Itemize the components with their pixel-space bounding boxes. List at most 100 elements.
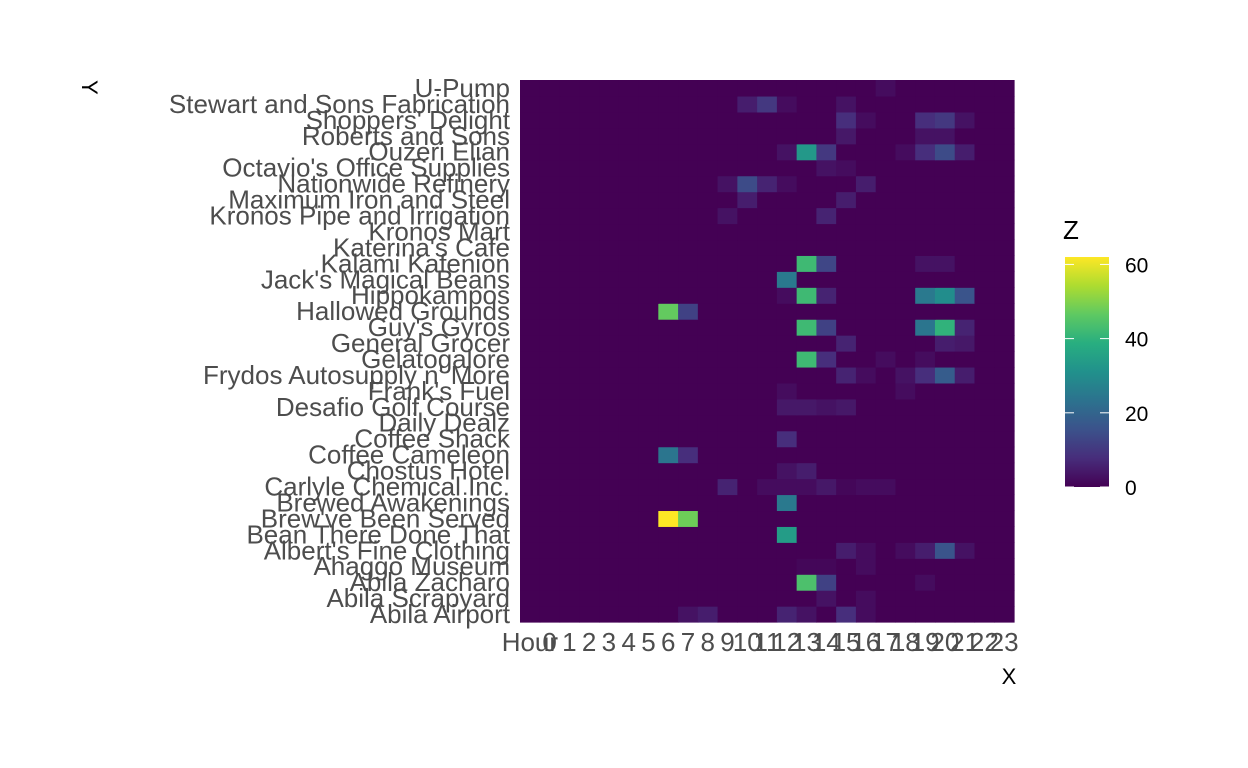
heatmap-cell-frank-s-fuel-2 <box>579 382 600 400</box>
heatmap-cell-general-grocer-11 <box>757 335 778 352</box>
heatmap-cell-ahaggo-museum-10 <box>737 558 758 575</box>
heatmap-cell-u-pump-19 <box>915 80 936 97</box>
x-axis-title: X <box>1002 664 1017 689</box>
heatmap-cell-brewed-awakenings-10 <box>737 494 758 512</box>
x-tick-label-3: 3 <box>602 627 616 657</box>
heatmap-cell-gelatogalore-11 <box>757 351 778 368</box>
heatmap-cell-gelatogalore-8 <box>697 351 719 368</box>
heatmap-cell-daily-dealz-15 <box>836 414 857 432</box>
heatmap-cell-ahaggo-museum-22 <box>974 558 995 575</box>
heatmap-cell-kronos-mart-11 <box>757 223 778 241</box>
heatmap-cell-coffee-cameleon-1 <box>559 446 580 464</box>
heatmap-cell-hallowed-grounds-3 <box>599 303 620 320</box>
y-tick-label-carlyle-chemical-inc: Carlyle Chemical Inc. <box>264 472 510 502</box>
heatmap-cell-carlyle-chemical-inc-2 <box>579 478 600 496</box>
heatmap-cell-katerina-s-cafe-22 <box>974 239 995 256</box>
heatmap-cell-chostus-hotel-8 <box>697 462 719 480</box>
heatmap-cell-brew-ve-been-served-12 <box>776 510 798 527</box>
heatmap-cell-ahaggo-museum-7 <box>678 558 699 575</box>
heatmap-cell-kalami-kafenion-9 <box>717 255 738 272</box>
heatmap-cell-octavio-s-office-supplies-19 <box>915 159 936 177</box>
heatmap-cell-albert-s-fine-clothing-17 <box>875 542 897 559</box>
heatmap-cell-daily-dealz-17 <box>875 414 897 432</box>
heatmap-cell-brewed-awakenings-19 <box>915 494 936 512</box>
heatmap-cell-kalami-kafenion-17 <box>875 255 897 272</box>
heatmap-cell-ouzeri-elian-4 <box>618 143 640 161</box>
heatmap-cell-coffee-shack-7 <box>678 430 699 448</box>
heatmap-cell-abila-scrapyard-12 <box>776 590 798 607</box>
heatmap-cell-katerina-s-cafe-7 <box>678 239 699 256</box>
heatmap-cell-kronos-pipe-and-irrigation-10 <box>737 207 758 225</box>
heatmap-cell-ouzeri-elian-7 <box>678 143 699 161</box>
heatmap-cell-kalami-kafenion-7 <box>678 255 699 272</box>
heatmap-cell-carlyle-chemical-inc-1 <box>559 478 580 496</box>
heatmap-cell-maximum-iron-and-steel-6 <box>658 191 679 209</box>
heatmap-cell-abila-airport-10 <box>737 606 758 623</box>
heatmap-cell-kronos-pipe-and-irrigation-hour <box>520 207 541 225</box>
heatmap-cell-katerina-s-cafe-23 <box>994 239 1015 256</box>
heatmap-cell-chostus-hotel-17 <box>875 462 897 480</box>
heatmap-cell-katerina-s-cafe-11 <box>757 239 778 256</box>
heatmap-cell-desafio-golf-course-17 <box>875 398 897 416</box>
heatmap-cell-hippokampos-22 <box>974 287 995 304</box>
heatmap-cell-daily-dealz-4 <box>618 414 640 432</box>
heatmap-cell-abila-scrapyard-9 <box>717 590 738 607</box>
heatmap-cell-coffee-cameleon-22 <box>974 446 995 464</box>
heatmap-cell-gelatogalore-12 <box>776 351 798 368</box>
heatmap-cell-stewart-and-sons-fabrication-1 <box>559 95 580 113</box>
heatmap-cell-abila-zacharo-16 <box>855 574 877 591</box>
heatmap-cell-carlyle-chemical-inc-19 <box>915 478 936 496</box>
heatmap-cell-guy-s-gyros-8 <box>697 319 719 336</box>
heatmap-cell-frank-s-fuel-3 <box>599 382 620 400</box>
heatmap-cell-u-pump-4 <box>618 80 640 97</box>
heatmap-cell-general-grocer-21 <box>954 335 976 352</box>
heatmap-cell-general-grocer-9 <box>717 335 738 352</box>
heatmap-cell-ouzeri-elian-11 <box>757 143 778 161</box>
heatmap-cell-desafio-golf-course-1 <box>559 398 580 416</box>
heatmap-cell-kronos-pipe-and-irrigation-16 <box>855 207 877 225</box>
heatmap-cell-brew-ve-been-served-10 <box>737 510 758 527</box>
heatmap-cell-albert-s-fine-clothing-4 <box>618 542 640 559</box>
heatmap-cell-brew-ve-been-served-14 <box>816 510 837 527</box>
heatmap-cell-desafio-golf-course-14 <box>816 398 837 416</box>
heatmap-cell-hippokampos-0 <box>539 287 561 304</box>
heatmap-cell-desafio-golf-course-6 <box>658 398 679 416</box>
x-tick-label-14: 14 <box>812 627 841 657</box>
heatmap-cell-brew-ve-been-served-1 <box>559 510 580 527</box>
heatmap-cell-katerina-s-cafe-hour <box>520 239 541 256</box>
heatmap-cell-stewart-and-sons-fabrication-9 <box>717 95 738 113</box>
heatmap-cell-hippokampos-18 <box>895 287 916 304</box>
heatmap-cell-shoppers-delight-12 <box>776 111 798 129</box>
heatmap-cell-abila-scrapyard-5 <box>638 590 659 607</box>
heatmap-cell-hippokampos-9 <box>717 287 738 304</box>
heatmap-cell-abila-zacharo-2 <box>579 574 600 591</box>
heatmap-cell-abila-zacharo-4 <box>618 574 640 591</box>
heatmap-cell-hippokampos-5 <box>638 287 659 304</box>
heatmap-cell-kronos-pipe-and-irrigation-22 <box>974 207 995 225</box>
heatmap-cell-roberts-and-sons-0 <box>539 127 561 145</box>
heatmap-cell-katerina-s-cafe-17 <box>875 239 897 256</box>
legend-tick-label-40: 40 <box>1125 329 1148 352</box>
heatmap-cell-ahaggo-museum-14 <box>816 558 837 575</box>
heatmap-cell-kronos-pipe-and-irrigation-14 <box>816 207 837 225</box>
heatmap-cell-stewart-and-sons-fabrication-5 <box>638 95 659 113</box>
heatmap-cell-coffee-cameleon-20 <box>934 446 956 464</box>
heatmap-cell-ouzeri-elian-13 <box>796 143 817 161</box>
heatmap-cell-ahaggo-museum-6 <box>658 558 679 575</box>
heatmap-cell-desafio-golf-course-4 <box>618 398 640 416</box>
heatmap-cell-shoppers-delight-hour <box>520 111 541 129</box>
heatmap-cell-hippokampos-15 <box>836 287 857 304</box>
heatmap-cell-coffee-shack-6 <box>658 430 679 448</box>
heatmap-cell-octavio-s-office-supplies-18 <box>895 159 916 177</box>
heatmap-cell-stewart-and-sons-fabrication-17 <box>875 95 897 113</box>
heatmap-cell-brew-ve-been-served-19 <box>915 510 936 527</box>
heatmap-cell-abila-scrapyard-14 <box>816 590 837 607</box>
heatmap-cell-kronos-mart-13 <box>796 223 817 241</box>
heatmap-cell-daily-dealz-21 <box>954 414 976 432</box>
heatmap-cell-ouzeri-elian-15 <box>836 143 857 161</box>
heatmap-cell-frydos-autosupply-n-more-19 <box>915 366 936 384</box>
heatmap-cell-daily-dealz-0 <box>539 414 561 432</box>
heatmap-cell-katerina-s-cafe-1 <box>559 239 580 256</box>
heatmap-cell-ouzeri-elian-0 <box>539 143 561 161</box>
